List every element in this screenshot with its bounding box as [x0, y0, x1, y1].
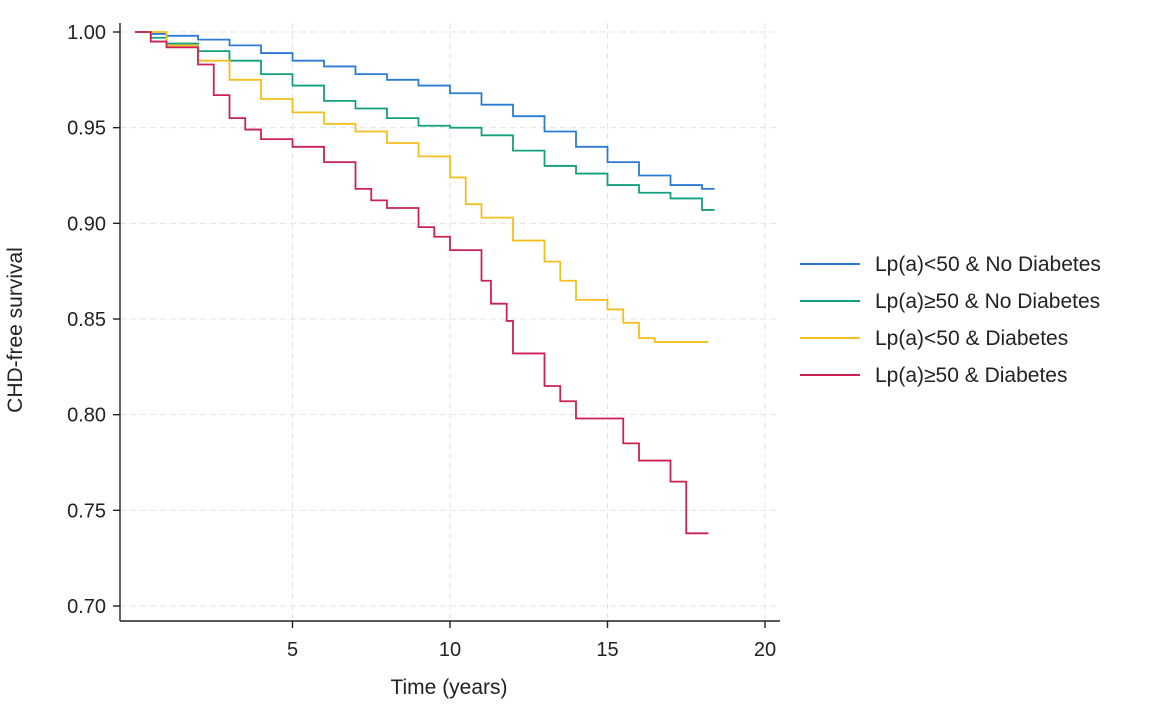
axis-layer: 0.70 0.75 0.80 0.85 0.90 0.95 1.00 5 10 15 20: [67, 22, 780, 661]
legend-label: Lp(a)<50 & Diabetes: [875, 327, 1068, 350]
y-tick-label: 0.95: [67, 118, 106, 140]
y-tick-label: 0.80: [67, 405, 106, 427]
y-tick-label: 1.00: [67, 22, 106, 44]
y-tick-label: 0.85: [67, 309, 106, 331]
legend: Lp(a)<50 & No Diabetes Lp(a)≥50 & No Diab…: [800, 253, 1101, 387]
y-tick-label: 0.75: [67, 500, 106, 522]
series-line-1: [135, 31, 715, 190]
y-tick-label: 0.70: [67, 596, 106, 618]
legend-label: Lp(a)<50 & No Diabetes: [875, 253, 1101, 276]
y-axis-label: CHD-free survival: [4, 247, 27, 413]
x-tick-label: 20: [754, 639, 776, 661]
x-tick-label: 15: [596, 639, 618, 661]
series-line-2: [135, 31, 715, 211]
series-line-4: [135, 31, 709, 535]
legend-label: Lp(a)≥50 & Diabetes: [875, 364, 1067, 387]
y-tick-label: 0.90: [67, 213, 106, 235]
x-axis-label: Time (years): [390, 676, 507, 699]
series-line-3: [135, 31, 709, 343]
grid-layer: [120, 23, 780, 621]
x-tick-label: 10: [439, 639, 461, 661]
x-tick-label: 5: [287, 639, 298, 661]
legend-label: Lp(a)≥50 & No Diabetes: [875, 290, 1100, 313]
series-layer: [135, 31, 715, 535]
